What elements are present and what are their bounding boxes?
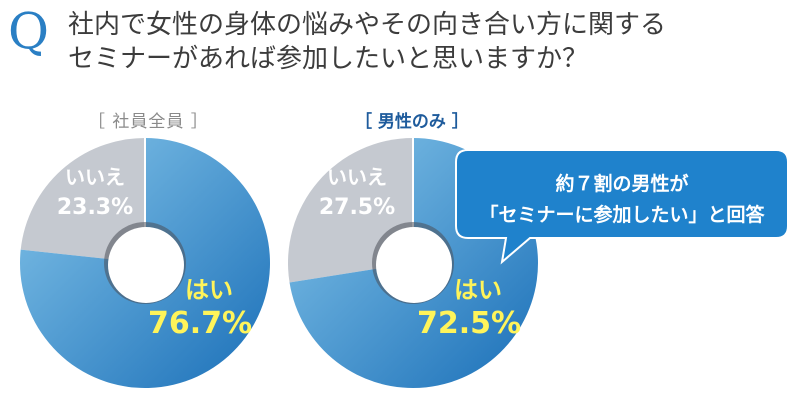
question-line-2: セミナーがあれば参加したいと思いますか？ bbox=[68, 44, 589, 74]
value-yes-male: 72.5% bbox=[417, 306, 521, 341]
chart-title-male-only: ［ 男性のみ ］ bbox=[355, 112, 469, 132]
value-yes-all: 76.7% bbox=[148, 306, 252, 341]
label-yes-male: はい bbox=[454, 276, 502, 304]
hole-all bbox=[108, 227, 184, 303]
hole-male bbox=[376, 227, 452, 303]
label-yes-all: はい bbox=[185, 276, 233, 304]
callout-line-1: 約７割の男性が bbox=[555, 172, 688, 195]
question-marker: Q bbox=[8, 2, 49, 60]
label-no-all: いいえ bbox=[65, 165, 125, 189]
callout-bubble bbox=[455, 149, 789, 265]
slice-no-all bbox=[20, 138, 145, 263]
value-no-all: 23.3% bbox=[57, 195, 133, 220]
callout-line-2: 「セミナーに参加したい」と回答 bbox=[479, 203, 765, 226]
callout-shape bbox=[455, 149, 789, 265]
value-no-male: 27.5% bbox=[319, 195, 395, 220]
label-no-male: いいえ bbox=[327, 165, 387, 189]
chart-title-all-employees: ［ 社員全員 ］ bbox=[88, 112, 209, 132]
question-text: 社内で女性の身体の悩みやその向き合い方に関する セミナーがあれば参加したいと思い… bbox=[68, 8, 788, 76]
question-line-1: 社内で女性の身体の悩みやその向き合い方に関する bbox=[68, 10, 667, 40]
